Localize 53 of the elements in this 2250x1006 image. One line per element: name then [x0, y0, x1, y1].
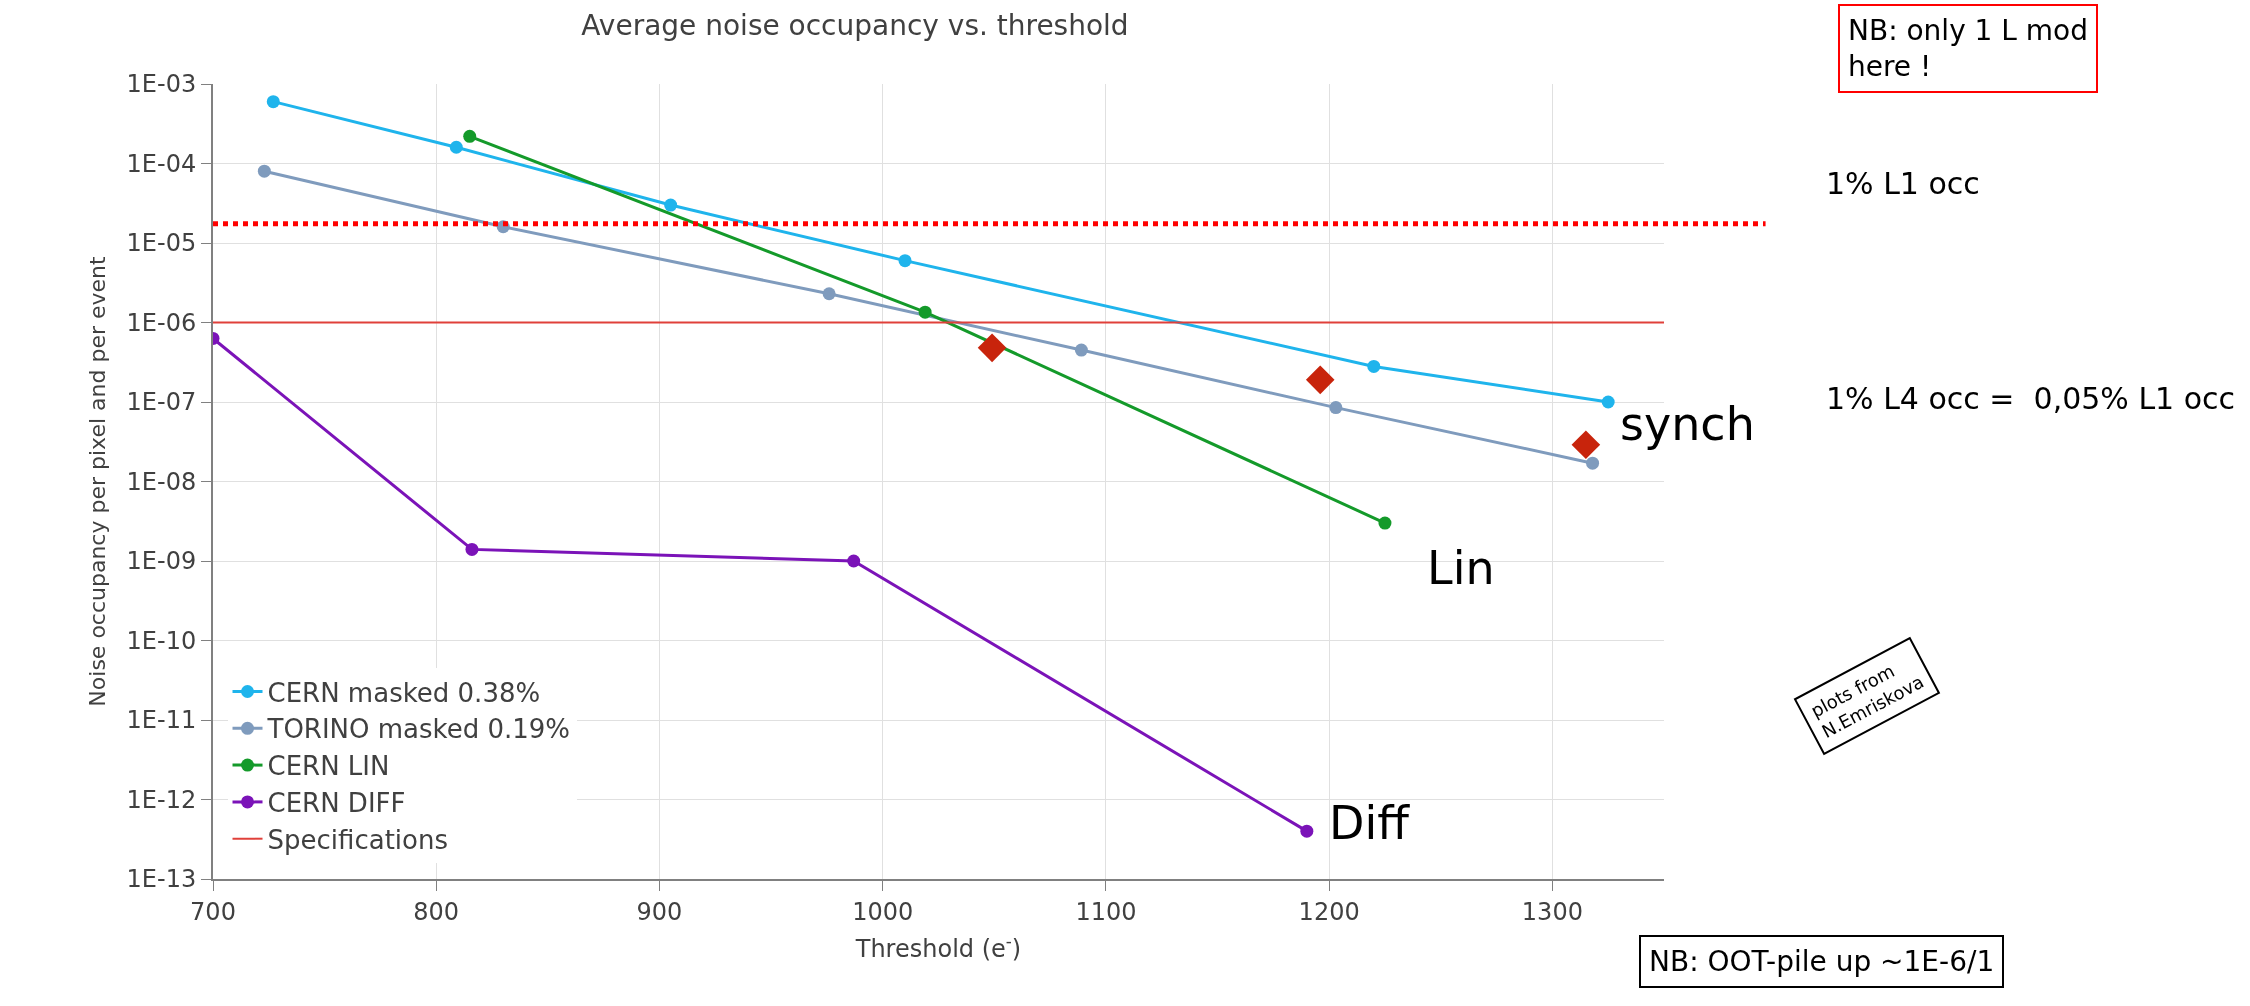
y-tick-label: 1E-07 [126, 388, 197, 417]
point [847, 554, 861, 568]
x-tick-label: 1000 [852, 897, 914, 926]
y-tick-label: 1E-11 [126, 706, 197, 735]
point [463, 129, 477, 143]
text: NB: OOT-pile up ~1E-6/1 [1649, 945, 1995, 978]
point [664, 198, 678, 212]
point [977, 333, 1007, 363]
legend-label: CERN LIN [267, 751, 390, 782]
x-tick-label: 1300 [1521, 897, 1583, 926]
y-tick-label: 1E-04 [126, 149, 197, 178]
text: NB: only 1 L mod here ! [1848, 14, 2089, 84]
point [266, 95, 280, 109]
ref-line-label: 1% L1 occ [1826, 166, 1980, 201]
point [1367, 359, 1381, 373]
y-axis-title: Noise occupancy per pixel and per event [84, 255, 110, 707]
y-tick-label: 1E-10 [126, 626, 197, 655]
point [1586, 456, 1600, 470]
y-tick-label: 1E-12 [126, 785, 197, 814]
point [1305, 365, 1335, 395]
point [1329, 401, 1343, 415]
point [449, 140, 463, 154]
y-tick-label: 1E-05 [126, 229, 197, 258]
x-tick-label: 800 [413, 897, 460, 926]
point [822, 287, 836, 301]
y-tick-label: 1E-06 [126, 308, 197, 337]
x-tick-label: 1200 [1298, 897, 1360, 926]
y-tick-label: 1E-13 [126, 865, 197, 894]
annotation: Diff [1329, 796, 1411, 850]
legend-label: TORINO masked 0.19% [266, 714, 571, 745]
point [1571, 430, 1601, 460]
x-tick-label: 1100 [1075, 897, 1137, 926]
x-tick-label: 900 [636, 897, 683, 926]
legend-label: CERN masked 0.38% [267, 677, 541, 708]
legend-label: CERN DIFF [267, 788, 406, 819]
text: 1% L4 occ = 0,05% L1 occ [1826, 381, 2236, 416]
legend-label: Specifications [267, 824, 448, 855]
annotation: synch [1620, 397, 1755, 451]
y-tick-label: 1E-03 [126, 70, 197, 99]
y-tick-label: 1E-09 [126, 547, 197, 576]
point [1300, 824, 1314, 838]
y-tick-label: 1E-08 [126, 467, 197, 496]
point [257, 164, 271, 178]
point [1074, 343, 1088, 357]
annotation: Lin [1427, 541, 1495, 595]
point [898, 254, 912, 268]
x-axis-title: Threshold (e$^{-}$) [854, 930, 1022, 963]
x-tick-label: 700 [190, 897, 236, 926]
point [918, 305, 932, 319]
point [465, 542, 479, 556]
point [1378, 516, 1392, 530]
point [1601, 395, 1615, 409]
chart-title: Average noise occupancy vs. threshold [581, 8, 1129, 42]
